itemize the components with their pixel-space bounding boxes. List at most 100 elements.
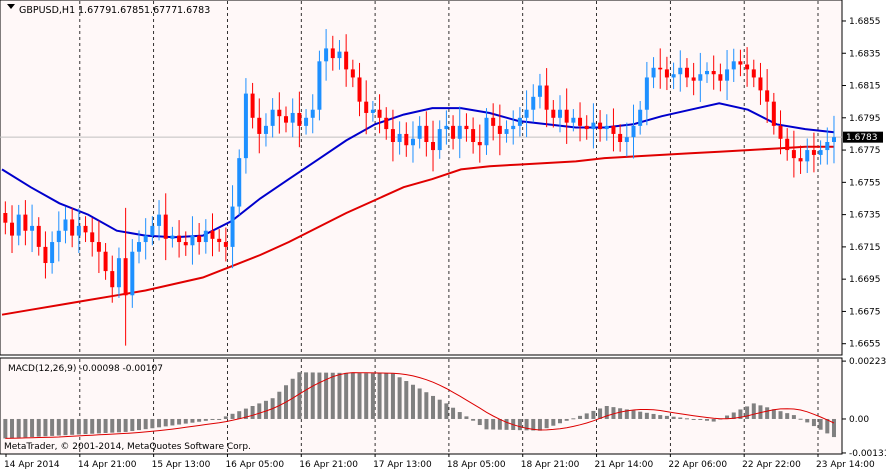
symbol-label: GBPUSD,H1 bbox=[19, 5, 75, 16]
macd-histogram-bar bbox=[56, 418, 61, 436]
macd-histogram-bar bbox=[725, 415, 730, 419]
macd-histogram-bar bbox=[451, 407, 456, 419]
chart-shift-marker-icon[interactable] bbox=[7, 4, 15, 9]
macd-histogram-bar bbox=[177, 418, 182, 425]
macd-histogram-bar bbox=[457, 412, 462, 419]
macd-histogram-bar bbox=[317, 372, 322, 419]
macd-histogram-bar bbox=[584, 413, 589, 419]
macd-histogram-bar bbox=[344, 372, 349, 419]
macd-histogram-bar bbox=[223, 416, 228, 419]
candle-body bbox=[43, 246, 48, 264]
macd-histogram-bar bbox=[477, 418, 482, 426]
macd-histogram-bar bbox=[705, 418, 710, 421]
macd-histogram-bar bbox=[10, 418, 15, 439]
macd-histogram-bar bbox=[711, 418, 716, 422]
candle-body bbox=[765, 90, 770, 102]
macd-histogram-bar bbox=[230, 413, 235, 419]
macd-histogram-bar bbox=[818, 418, 823, 430]
macd-histogram-bar bbox=[103, 418, 108, 434]
moving-average-layer bbox=[1, 102, 835, 316]
y-axis-tick-label: 1.6755 bbox=[849, 178, 881, 188]
x-axis-tick-label: 17 Apr 13:00 bbox=[373, 460, 432, 470]
candle-body bbox=[671, 74, 676, 78]
candle-body bbox=[611, 125, 616, 134]
x-axis-tick-label: 14 Apr 21:00 bbox=[78, 460, 137, 470]
macd-histogram-bar bbox=[183, 418, 188, 424]
y-axis-tick-label: 1.6655 bbox=[849, 340, 881, 350]
macd-histogram-bar bbox=[611, 407, 616, 419]
candle-body bbox=[691, 77, 696, 81]
candle-body bbox=[277, 109, 282, 117]
moving-average-line bbox=[1, 145, 834, 316]
candle-body bbox=[50, 242, 55, 264]
candle-body bbox=[304, 117, 309, 126]
macd-histogram-bar bbox=[304, 372, 309, 419]
candle-body bbox=[370, 109, 375, 113]
candle-body bbox=[451, 125, 456, 139]
macd-histogram-bar bbox=[36, 418, 41, 437]
candle-body bbox=[457, 125, 462, 139]
x-axis-tick-label: 22 Apr 22:00 bbox=[742, 460, 801, 470]
macd-histogram-bar bbox=[143, 418, 148, 430]
macd-histogram-bar bbox=[116, 418, 121, 433]
x-axis-tick-label: 15 Apr 13:00 bbox=[152, 460, 211, 470]
candle-body bbox=[624, 137, 629, 142]
macd-histogram-bar bbox=[811, 418, 816, 427]
macd-histogram-bar bbox=[257, 403, 262, 419]
candle-body bbox=[731, 61, 736, 70]
macd-histogram-bar bbox=[684, 418, 689, 420]
macd-histogram-bar bbox=[310, 372, 315, 419]
macd-histogram-bar bbox=[778, 411, 783, 419]
candle-body bbox=[818, 150, 823, 155]
macd-histogram-bar bbox=[70, 418, 75, 435]
y-axis-tick-label: 1.6835 bbox=[849, 49, 881, 59]
candle-body bbox=[564, 109, 569, 123]
macd-histogram-bar bbox=[130, 418, 135, 432]
x-axis-tick-label: 14 Apr 2014 bbox=[4, 460, 60, 470]
macd-histogram-bar bbox=[250, 406, 255, 419]
candle-body bbox=[324, 48, 329, 62]
candle-body bbox=[497, 125, 502, 134]
candle-body bbox=[16, 214, 21, 236]
candle-body bbox=[631, 125, 636, 138]
candle-body bbox=[384, 117, 389, 130]
macd-histogram-bar bbox=[190, 418, 195, 423]
candle-body bbox=[544, 85, 549, 110]
candle-body bbox=[778, 125, 783, 139]
candle-body bbox=[143, 235, 148, 243]
candle-body bbox=[177, 235, 182, 243]
candle-body bbox=[3, 213, 8, 223]
macd-histogram-bar bbox=[644, 412, 649, 419]
candle-body bbox=[417, 125, 422, 139]
macd-histogram-bar bbox=[203, 418, 208, 421]
macd-histogram-bar bbox=[664, 415, 669, 419]
macd-histogram-bar bbox=[43, 418, 48, 437]
candle-body bbox=[751, 69, 756, 78]
macd-histogram-bar bbox=[531, 418, 536, 431]
macd-histogram-bar bbox=[618, 408, 623, 419]
y-axis-tick-label: 1.6815 bbox=[849, 82, 881, 92]
candle-body bbox=[484, 117, 489, 146]
x-axis-tick-label: 18 Apr 05:00 bbox=[447, 460, 506, 470]
candle-body bbox=[157, 214, 162, 226]
macd-histogram-bar bbox=[263, 400, 268, 419]
candle-body bbox=[684, 67, 689, 78]
candle-body bbox=[431, 142, 436, 151]
macd-histogram-bar bbox=[217, 418, 222, 420]
candle-body bbox=[183, 242, 188, 246]
candle-body bbox=[738, 61, 743, 65]
candle-body bbox=[290, 112, 295, 123]
candle-body bbox=[698, 74, 703, 81]
macd-histogram-bar bbox=[524, 418, 529, 431]
candle-body bbox=[618, 133, 623, 142]
candle-body bbox=[110, 271, 115, 288]
close-value: 1.6783 bbox=[177, 5, 210, 16]
current-price-badge-text: 1.6783 bbox=[846, 133, 878, 143]
candle-body bbox=[284, 116, 289, 123]
grid-layer bbox=[79, 1, 819, 453]
candle-body bbox=[571, 117, 576, 123]
main-plot-area bbox=[0, 0, 843, 356]
macd-histogram-bar bbox=[791, 415, 796, 419]
macd-histogram-bar bbox=[491, 418, 496, 430]
